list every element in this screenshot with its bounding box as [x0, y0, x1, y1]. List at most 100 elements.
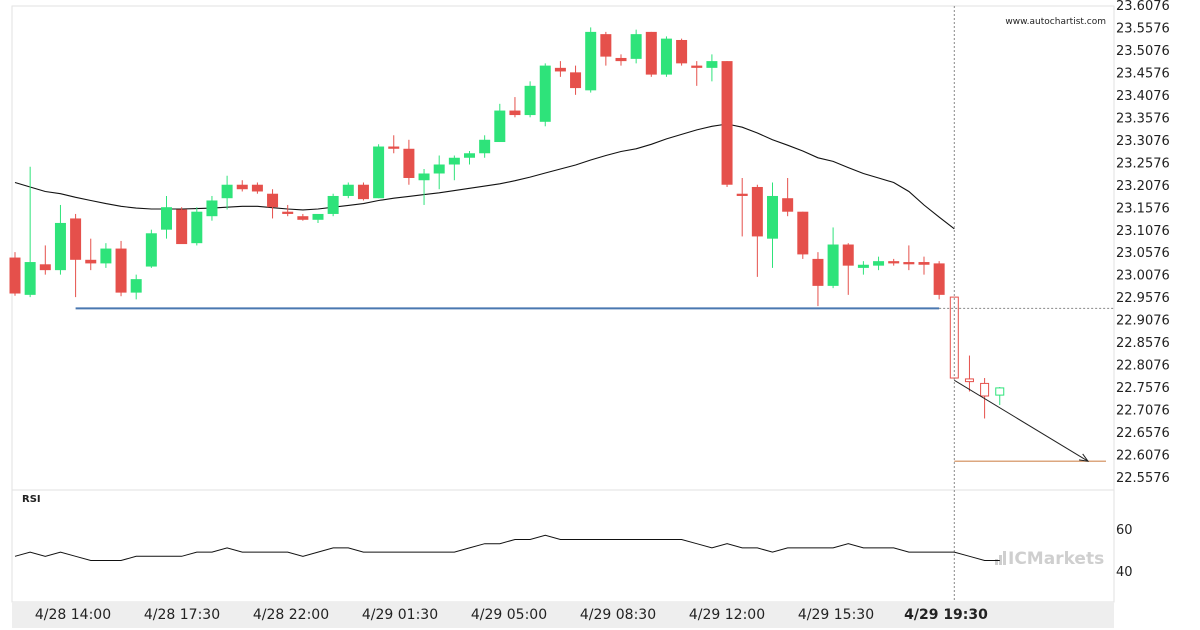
candle-body [9, 257, 21, 294]
candle [100, 243, 112, 268]
price-tick-label: 22.8076 [1116, 359, 1170, 374]
candle [782, 177, 794, 217]
candle-body [721, 61, 733, 185]
candle [585, 27, 597, 93]
rsi-tick-label: 40 [1116, 565, 1133, 580]
candle [418, 168, 430, 205]
price-tick-label: 22.9076 [1116, 314, 1170, 329]
price-tick-label: 22.6076 [1116, 449, 1170, 464]
candle [373, 144, 385, 199]
time-tick-label: 4/29 15:30 [798, 607, 874, 623]
candle [206, 195, 218, 221]
candle [873, 256, 885, 271]
brand-bar-1 [995, 559, 998, 565]
candle-body [782, 198, 794, 212]
time-tick-label: 4/28 17:30 [144, 607, 220, 623]
candle [464, 151, 475, 165]
candle-body [949, 296, 959, 379]
candle-body [297, 216, 309, 220]
rsi-axis-ticks: 60 40 [1116, 523, 1133, 580]
price-tick-label: 23.3076 [1116, 134, 1170, 149]
candle-body [161, 207, 172, 230]
candle-body [980, 382, 990, 397]
candle [70, 213, 82, 298]
candle-body [251, 184, 263, 192]
candle [115, 240, 127, 297]
candle [403, 139, 415, 185]
candle-body [509, 110, 521, 116]
price-tick-label: 23.1076 [1116, 224, 1170, 239]
price-tick-label: 22.7576 [1116, 381, 1170, 396]
candle-body [812, 258, 824, 286]
candle [509, 97, 521, 118]
chart-marks [9, 6, 1114, 602]
candle-body [995, 387, 1005, 396]
price-tick-label: 23.0076 [1116, 269, 1170, 284]
candle [554, 61, 566, 77]
price-tick-label: 23.2576 [1116, 156, 1170, 171]
watermark: www.autochartist.com [1005, 17, 1106, 27]
price-tick-label: 23.4576 [1116, 66, 1170, 81]
price-tick-label: 23.5576 [1116, 21, 1170, 36]
brand-name: ICMarkets [1008, 549, 1104, 569]
candle-body [373, 146, 385, 199]
candle-body [827, 244, 839, 286]
candle-body [115, 248, 127, 293]
candle [236, 180, 248, 192]
candle [827, 227, 839, 289]
candle-body [464, 153, 475, 158]
candle-body [267, 193, 279, 208]
candle-body [554, 67, 566, 72]
candle-body [524, 85, 536, 116]
candle-body [857, 264, 869, 268]
candle-body [39, 264, 51, 271]
candle [251, 182, 263, 194]
candle [130, 274, 142, 300]
candle [903, 245, 915, 271]
candle-body [630, 34, 642, 59]
candle [267, 189, 279, 219]
candle-body [570, 72, 582, 89]
price-tick-label: 22.6576 [1116, 426, 1170, 441]
candle [191, 207, 203, 246]
candle [85, 238, 97, 271]
candle-body [206, 200, 218, 217]
candle-body [903, 262, 915, 265]
candle [812, 252, 824, 307]
price-tick-label: 23.1576 [1116, 201, 1170, 216]
candle [312, 213, 324, 223]
price-tick-label: 23.4076 [1116, 89, 1170, 104]
candle-body [797, 211, 809, 255]
candle-body [433, 164, 445, 174]
candle-body [221, 184, 233, 199]
candle [494, 103, 506, 143]
candle-body [842, 244, 854, 266]
price-tick-label: 22.8576 [1116, 336, 1170, 351]
brand-bar-3 [1003, 551, 1006, 565]
candle [145, 229, 157, 268]
candle-body [918, 262, 930, 265]
price-tick-label: 22.5576 [1116, 471, 1170, 486]
candle [282, 204, 294, 217]
candle [433, 155, 445, 190]
candle [539, 63, 551, 127]
candle-body [479, 139, 491, 154]
candle [388, 135, 400, 154]
candle-body [70, 218, 82, 260]
candle [645, 31, 657, 77]
candle [691, 61, 703, 86]
candle-body [736, 193, 748, 196]
candle-body [873, 261, 885, 266]
candle-body [145, 233, 157, 267]
candle [842, 243, 854, 295]
candle [221, 175, 233, 210]
candle [570, 65, 582, 95]
candle [995, 387, 1005, 405]
candle [751, 184, 763, 277]
rsi-panel-frame [11, 489, 1115, 603]
candle-body [448, 157, 460, 165]
candle-body [54, 222, 66, 271]
candle [524, 81, 536, 118]
price-tick-label: 22.7076 [1116, 404, 1170, 419]
price-tick-label: 23.2076 [1116, 179, 1170, 194]
